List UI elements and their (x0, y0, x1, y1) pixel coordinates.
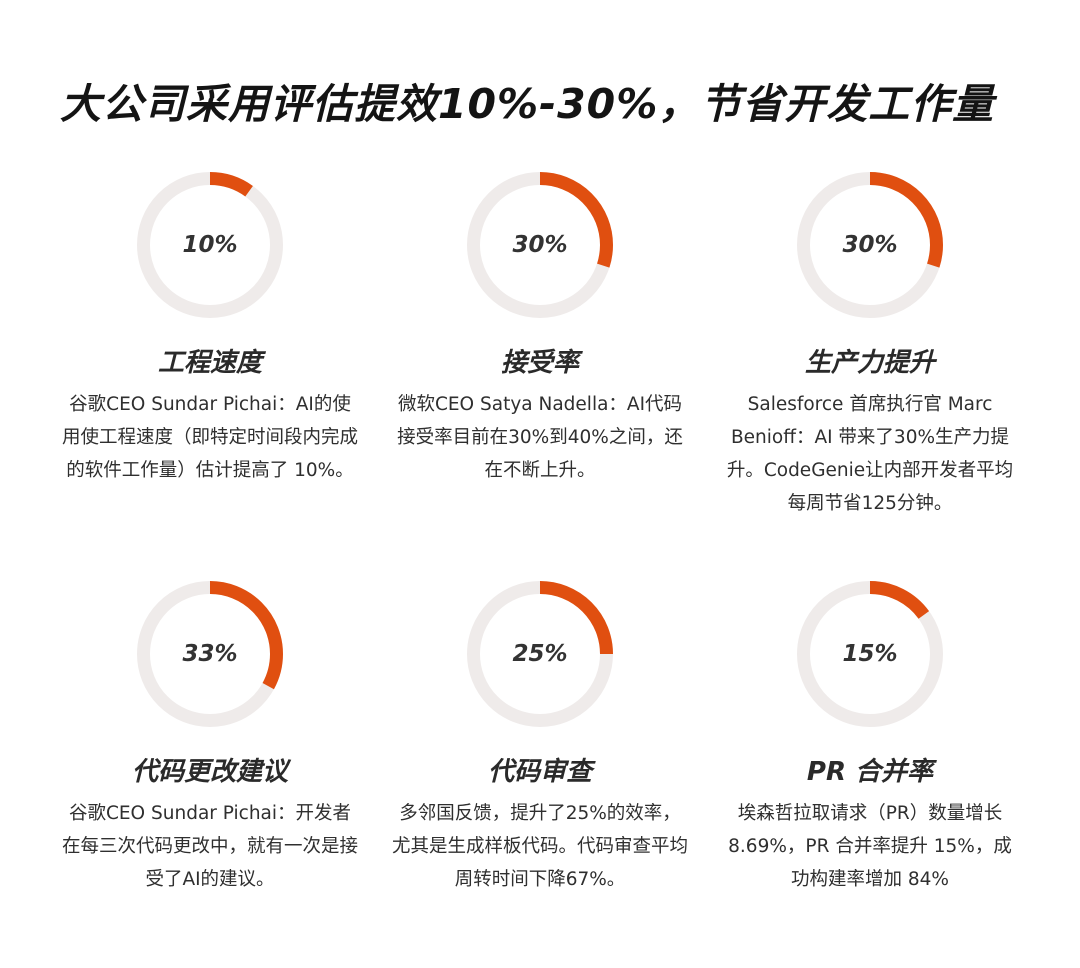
card-title: 代码更改建议 (131, 757, 288, 787)
card-title: 工程速度 (157, 348, 262, 378)
progress-ring-arc (137, 581, 283, 727)
card-title: 生产力提升 (804, 348, 935, 378)
progress-ring-graphic (797, 581, 943, 727)
progress-ring: 25% (465, 579, 615, 729)
progress-ring-arc (467, 581, 613, 727)
card-description: 谷歌CEO Sundar Pichai：开发者在每三次代码更改中，就有一次是接受… (61, 803, 358, 890)
progress-ring-graphic (797, 172, 943, 318)
progress-ring-graphic (467, 581, 613, 727)
progress-ring: 30% (465, 170, 615, 320)
progress-ring: 10% (135, 170, 285, 320)
card-title: 代码审查 (487, 757, 592, 787)
progress-ring: 15% (795, 579, 945, 729)
percent-label: 10% (182, 232, 238, 258)
progress-ring: 33% (135, 579, 285, 729)
page-title: 大公司采用评估提效10%-30%，节省开发工作量 (60, 80, 995, 128)
percent-label: 25% (512, 641, 568, 667)
progress-ring-arc (137, 172, 283, 318)
percent-label: 30% (512, 232, 568, 258)
percent-label: 30% (842, 232, 898, 258)
card-title: 接受率 (500, 348, 579, 378)
card-description: 微软CEO Satya Nadella：AI代码接受率目前在30%到40%之间，… (397, 394, 683, 481)
card-title: PR 合并率 (806, 757, 934, 787)
percent-label: 15% (842, 641, 898, 667)
progress-ring-arc (467, 172, 613, 318)
percent-label: 33% (182, 641, 238, 667)
progress-ring: 30% (795, 170, 945, 320)
progress-ring-graphic (467, 172, 613, 318)
progress-ring-arc (797, 172, 943, 318)
progress-ring-graphic (137, 581, 283, 727)
card-description: Salesforce 首席执行官 Marc Benioff：AI 带来了30%生… (726, 394, 1014, 514)
card-description: 埃森哲拉取请求（PR）数量增长 8.69%，PR 合并率提升 15%，成功构建率… (728, 803, 1012, 890)
progress-ring-arc (797, 581, 943, 727)
card-description: 多邻国反馈，提升了25%的效率，尤其是生成样板代码。代码审查平均周转时间下降67… (391, 803, 688, 890)
progress-ring-graphic (137, 172, 283, 318)
card-description: 谷歌CEO Sundar Pichai：AI的使用使工程速度（即特定时间段内完成… (61, 394, 358, 481)
